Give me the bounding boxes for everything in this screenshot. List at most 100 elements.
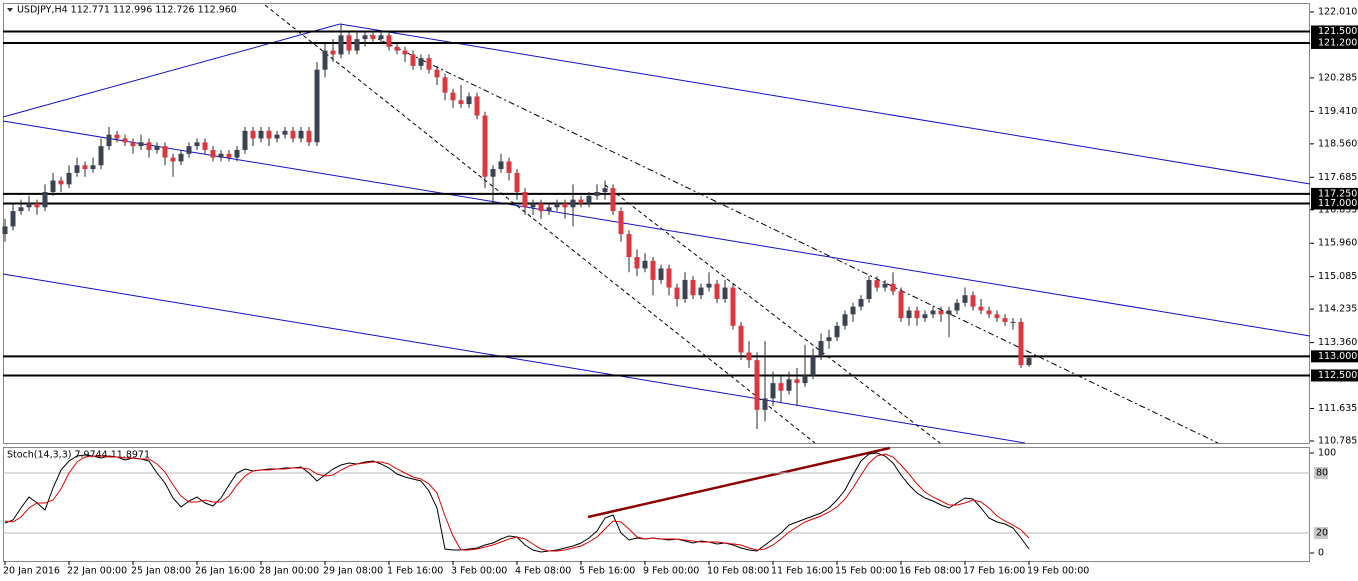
candle-body bbox=[482, 115, 488, 177]
candle-body bbox=[834, 325, 840, 338]
y-tick-label: 115.085 bbox=[1318, 271, 1357, 282]
candle-body bbox=[274, 134, 280, 139]
level-label-box bbox=[1314, 527, 1328, 539]
candle-body bbox=[602, 188, 608, 193]
candle-body bbox=[778, 383, 784, 391]
candle-body bbox=[930, 310, 936, 315]
x-tick-label: 22 Jan 00:00 bbox=[67, 566, 127, 577]
candle-body bbox=[650, 260, 656, 280]
candle-body bbox=[610, 188, 616, 212]
candle-body bbox=[474, 96, 480, 116]
level-label: 80 bbox=[1316, 468, 1328, 479]
candle-body bbox=[738, 325, 744, 353]
candle-body bbox=[338, 35, 344, 55]
candle-body bbox=[802, 375, 808, 384]
candle-body bbox=[1002, 318, 1008, 322]
candle-body bbox=[210, 149, 216, 158]
candle-body bbox=[218, 153, 224, 158]
candle-body bbox=[394, 46, 400, 51]
candle-body bbox=[826, 337, 832, 342]
channel-line bbox=[2, 273, 1026, 444]
x-tick-label: 20 Jan 2016 bbox=[3, 566, 60, 577]
candle-body bbox=[434, 69, 440, 78]
candle-body bbox=[938, 310, 944, 315]
y-tick-label: 116.835 bbox=[1318, 204, 1357, 215]
candle-body bbox=[346, 35, 352, 51]
candle-body bbox=[666, 268, 672, 288]
candle-body bbox=[442, 77, 448, 93]
candle-body bbox=[426, 58, 432, 70]
y-tick-label: 118.560 bbox=[1318, 138, 1357, 149]
candle-body bbox=[730, 287, 736, 326]
candle-body bbox=[122, 138, 128, 143]
candle-body bbox=[250, 130, 256, 139]
candle-body bbox=[58, 180, 64, 185]
x-tick-label: 17 Feb 16:00 bbox=[963, 566, 1025, 577]
candle-body bbox=[306, 130, 312, 143]
x-tick-label: 9 Feb 00:00 bbox=[643, 566, 699, 577]
candle-body bbox=[458, 100, 464, 105]
symbol-icon bbox=[7, 8, 13, 12]
level-label: 113.000 bbox=[1318, 351, 1357, 362]
candle-body bbox=[386, 35, 392, 47]
candle-body bbox=[818, 341, 824, 357]
channel-line bbox=[2, 23, 341, 118]
candle-body bbox=[114, 134, 120, 139]
candle-body bbox=[258, 130, 264, 139]
candle-body bbox=[570, 199, 576, 208]
candle-body bbox=[98, 146, 104, 166]
candle-body bbox=[378, 35, 384, 40]
y-tick-label: 115.960 bbox=[1318, 238, 1357, 249]
level-label: 20 bbox=[1316, 528, 1328, 539]
candle-body bbox=[138, 142, 144, 147]
candle-body bbox=[514, 172, 520, 193]
candle-body bbox=[810, 356, 816, 376]
level-label-box bbox=[1311, 187, 1358, 200]
candle-body bbox=[586, 195, 592, 204]
candle-body bbox=[746, 352, 752, 361]
candle-body bbox=[322, 50, 328, 70]
candle-body bbox=[658, 268, 664, 280]
candle-body bbox=[634, 256, 640, 269]
candle-body bbox=[466, 96, 472, 105]
candle-body bbox=[330, 50, 336, 55]
x-tick-label: 3 Feb 00:00 bbox=[451, 566, 507, 577]
level-label-box bbox=[1314, 467, 1328, 479]
candle-body bbox=[898, 291, 904, 319]
candle-body bbox=[618, 211, 624, 235]
candle-body bbox=[34, 203, 40, 208]
candle-body bbox=[914, 310, 920, 319]
y-tick-label: 114.235 bbox=[1318, 304, 1357, 315]
level-label: 112.500 bbox=[1318, 370, 1357, 381]
candle-body bbox=[762, 398, 768, 410]
main-panel-frame bbox=[3, 3, 1310, 444]
candle-body bbox=[74, 165, 80, 173]
candle-body bbox=[1010, 321, 1016, 323]
candle-body bbox=[946, 310, 952, 315]
candle-body bbox=[986, 310, 992, 315]
level-label: 117.250 bbox=[1318, 188, 1357, 199]
y-tick-label: 122.010 bbox=[1318, 6, 1357, 17]
candle-body bbox=[906, 310, 912, 319]
candle-body bbox=[170, 157, 176, 162]
x-tick-label: 4 Feb 08:00 bbox=[515, 566, 571, 577]
candle-body bbox=[546, 207, 552, 212]
candle-body bbox=[890, 283, 896, 292]
y-tick-label: 117.685 bbox=[1318, 172, 1357, 183]
candle-body bbox=[314, 69, 320, 143]
candle-body bbox=[42, 192, 48, 208]
candle-body bbox=[698, 287, 704, 296]
y-tick-label: 111.635 bbox=[1318, 403, 1357, 414]
candle-body bbox=[722, 287, 728, 300]
candle-body bbox=[562, 203, 568, 208]
candle-body bbox=[154, 146, 160, 150]
stoch-line bbox=[4, 453, 1030, 552]
y-tick-label: 100 bbox=[1318, 448, 1336, 459]
x-tick-label: 26 Jan 16:00 bbox=[195, 566, 255, 577]
x-tick-label: 15 Feb 00:00 bbox=[835, 566, 897, 577]
candle-body bbox=[786, 379, 792, 391]
candle-body bbox=[498, 161, 504, 170]
candle-body bbox=[178, 153, 184, 162]
candle-body bbox=[594, 192, 600, 196]
